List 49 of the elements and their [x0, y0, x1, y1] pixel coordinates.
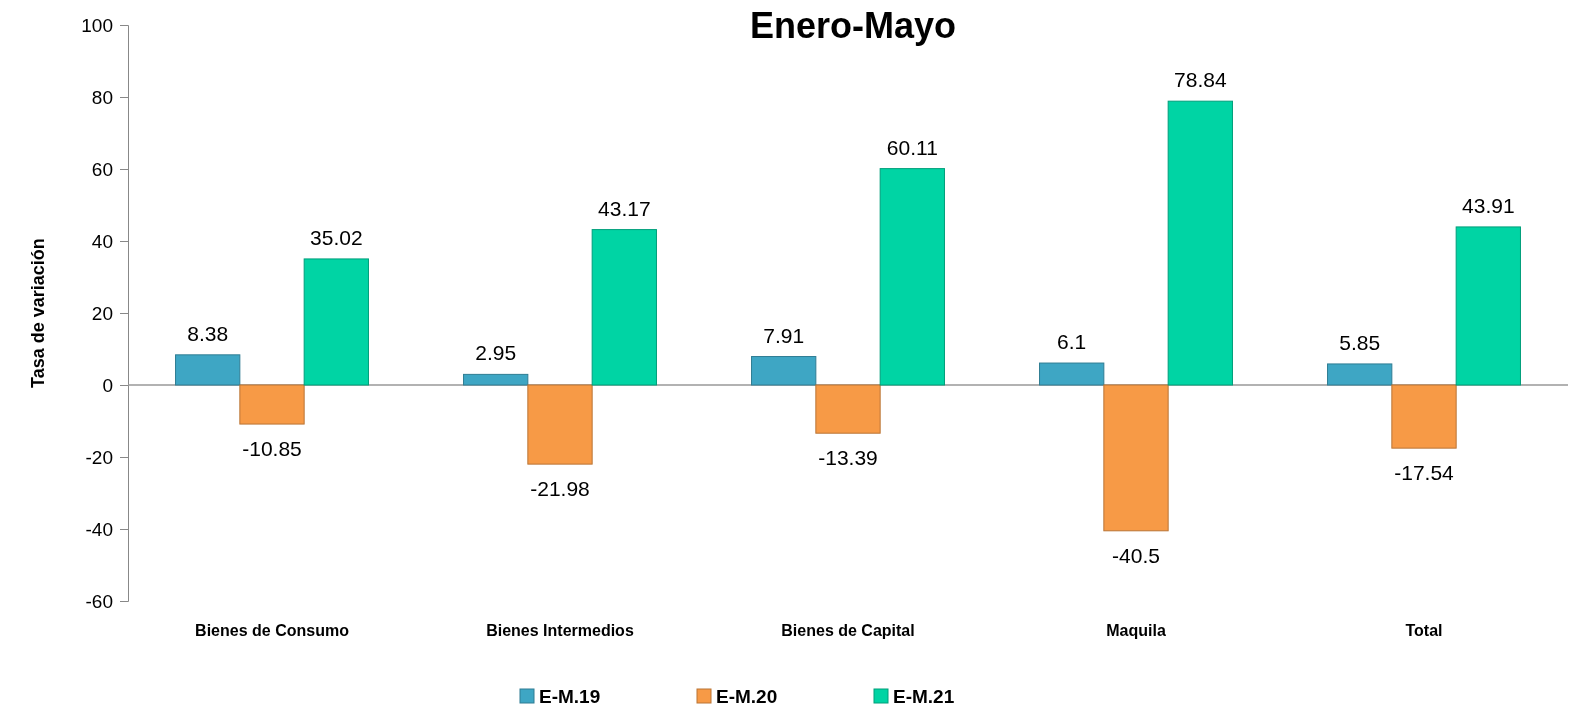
y-tick-label: 20 — [91, 302, 113, 324]
bar — [591, 229, 657, 386]
data-label: 60.11 — [886, 135, 938, 159]
data-label: -13.39 — [818, 446, 878, 470]
legend-label: E-M.19 — [539, 686, 601, 707]
bar — [1103, 384, 1169, 532]
y-tick-label: 0 — [102, 374, 113, 396]
bar — [1327, 363, 1393, 386]
data-label: -21.98 — [530, 477, 590, 501]
data-label: 2.95 — [475, 341, 517, 365]
bar — [879, 168, 945, 386]
data-label: 35.02 — [310, 225, 363, 249]
bar — [1167, 100, 1233, 386]
x-tick-label: Maquila — [1106, 622, 1166, 639]
y-tick-label: 60 — [91, 158, 113, 180]
bar — [527, 384, 593, 465]
bar — [303, 258, 369, 386]
bar — [815, 384, 881, 434]
data-label: 6.1 — [1057, 330, 1087, 354]
data-label: 78.84 — [1174, 68, 1227, 92]
y-tick-label: 100 — [81, 14, 113, 36]
bar — [239, 384, 305, 425]
bar — [1391, 384, 1457, 449]
y-tick-label: -20 — [85, 446, 113, 468]
y-tick-label: -60 — [85, 590, 113, 612]
bar — [1455, 226, 1521, 386]
chart-title: Enero-Mayo — [749, 5, 957, 46]
y-axis-title: Tasa de variación — [28, 238, 48, 388]
bar — [463, 373, 529, 386]
data-label: 8.38 — [187, 321, 229, 345]
data-label: -40.5 — [1112, 543, 1160, 567]
x-tick-label: Total — [1405, 622, 1443, 639]
bar — [751, 356, 817, 386]
y-tick-label: -40 — [85, 518, 113, 540]
bar — [175, 354, 241, 386]
y-tick-label: 40 — [91, 230, 113, 252]
bar — [1039, 362, 1105, 386]
legend-label: E-M.21 — [893, 686, 955, 707]
legend-label: E-M.20 — [716, 686, 778, 707]
data-label: 7.91 — [763, 323, 805, 347]
data-label: -17.54 — [1394, 461, 1455, 485]
y-tick-label: 80 — [91, 86, 113, 108]
data-label: 43.17 — [598, 196, 651, 220]
data-label: 43.91 — [1462, 193, 1515, 217]
x-tick-label: Bienes de Capital — [781, 622, 915, 639]
x-tick-label: Bienes Intermedios — [486, 622, 634, 639]
data-label: 5.85 — [1339, 330, 1381, 354]
data-label: -10.85 — [242, 437, 302, 461]
x-tick-label: Bienes de Consumo — [195, 622, 350, 639]
